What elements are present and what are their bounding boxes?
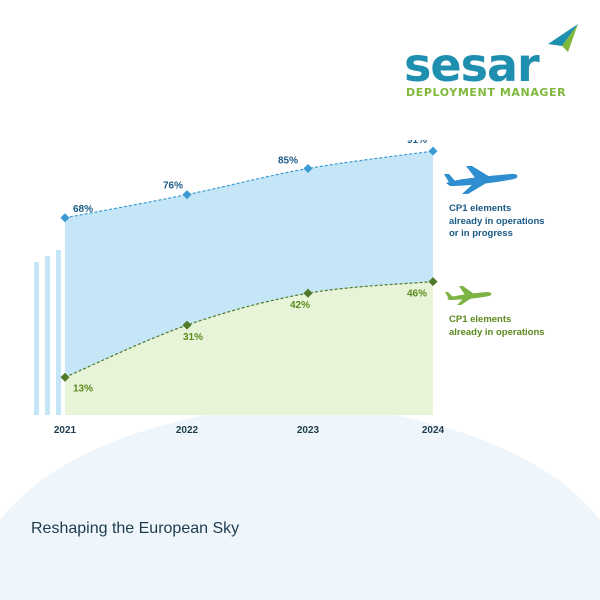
legend-green-label: CP1 elements already in operations [449,314,545,338]
series-green-area [65,281,433,415]
airplane-green-icon [445,286,492,305]
left-decor-bars [34,250,61,415]
data-label-green: 13% [73,383,93,394]
x-tick-label: 2021 [54,425,77,436]
logo-subtitle: DEPLOYMENT MANAGER [406,86,567,99]
data-label-blue: 85% [278,156,298,167]
series-green-line [64,281,434,378]
data-label-blue: 76% [163,181,183,192]
logo-wordmark: sesar [404,38,540,92]
data-label-green: 46% [407,289,427,300]
data-point-green [60,372,70,382]
data-label-blue: 91% [407,140,427,146]
chart-marks: 68% 76% 85% 91% 13% 31% 42% 46% 2021 2022 2023 2024 [54,140,445,436]
data-point-blue [182,190,192,200]
data-point-blue [60,213,70,223]
area-chart: 68% 76% 85% 91% 13% 31% 42% 46% 2021 2022 2023 2024 [34,140,445,436]
tagline: Reshaping the European Sky [31,520,240,537]
data-point-blue [303,163,313,174]
data-label-green: 42% [290,300,310,311]
sesar-logo: sesar DEPLOYMENT MANAGER [404,22,584,102]
airplane-blue-icon [444,166,518,194]
x-tick-label: 2024 [422,425,445,436]
x-tick-label: 2023 [297,425,320,436]
data-label-green: 31% [183,332,203,343]
legend-blue-label: CP1 elements already in operations or in… [449,203,545,239]
data-label-blue: 68% [73,204,93,215]
logo-arrow-icon [548,24,578,52]
x-tick-label: 2022 [176,425,199,436]
series-blue-line [64,150,434,219]
